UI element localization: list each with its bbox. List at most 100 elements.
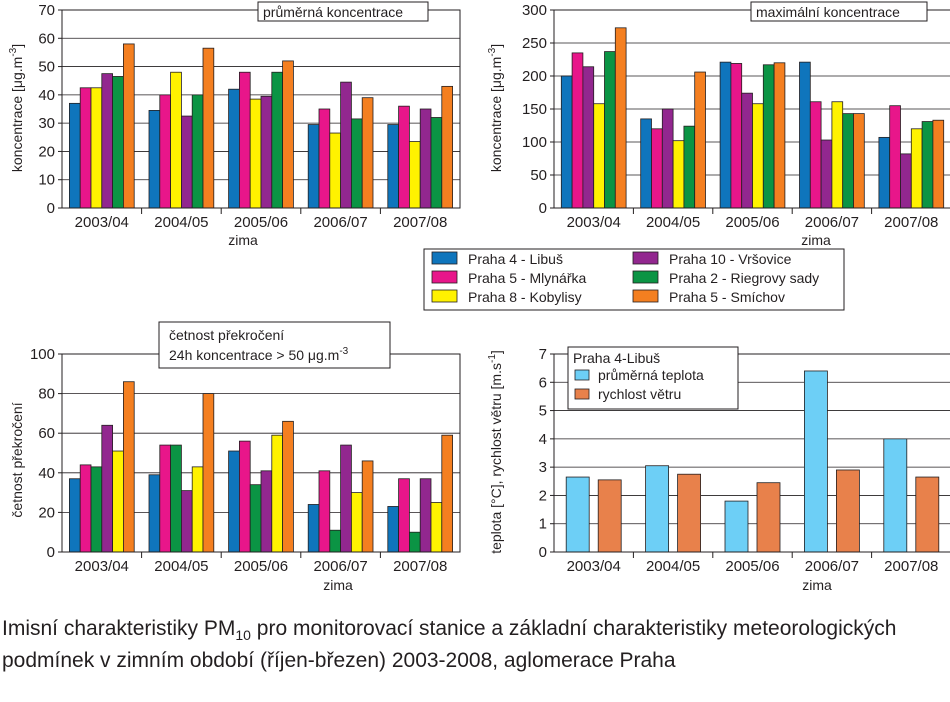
y-tick-label: 0 xyxy=(47,200,55,217)
x-tick-label: 2006/07 xyxy=(805,214,859,231)
bar xyxy=(90,87,103,209)
legend-swatch xyxy=(632,251,659,265)
legend-swatch xyxy=(574,388,590,400)
bar xyxy=(836,469,860,553)
caption-subscript: 10 xyxy=(235,627,251,644)
bar xyxy=(361,97,374,209)
bar xyxy=(900,153,912,209)
bar xyxy=(79,464,92,553)
bar xyxy=(565,476,590,553)
bar xyxy=(756,482,781,553)
chart-title: Praha 4-Libuš xyxy=(573,350,660,366)
y-tick-label: 70 xyxy=(38,2,55,19)
bar xyxy=(387,124,399,209)
x-tick-label: 2007/08 xyxy=(884,214,938,231)
bar xyxy=(597,479,622,553)
y-tick-label: 40 xyxy=(38,465,55,482)
bar xyxy=(842,113,854,209)
bar xyxy=(191,466,204,553)
chart-2: 0 50 100 150 200 250 300 2003/04 2004/05 2005/06 2… xyxy=(487,1,950,248)
legend-swatch xyxy=(431,289,458,303)
y-tick-label: 20 xyxy=(38,504,55,521)
bar xyxy=(170,444,182,553)
bar xyxy=(921,121,934,209)
bar xyxy=(408,531,421,553)
bar xyxy=(307,124,320,209)
x-tick-label: 2004/05 xyxy=(646,558,700,575)
bar xyxy=(694,71,706,209)
bar xyxy=(724,500,749,553)
bar xyxy=(604,51,616,209)
y-tick-label: 60 xyxy=(38,425,55,442)
bar xyxy=(202,47,215,209)
bar xyxy=(762,64,775,209)
bar xyxy=(831,101,844,209)
y-tick-label: 150 xyxy=(522,101,547,118)
bar xyxy=(180,115,193,209)
legend-label: Praha 5 - Mlynářka xyxy=(468,270,586,286)
y-tick-label: 0 xyxy=(539,544,547,561)
x-tick-label: 2004/05 xyxy=(154,558,208,575)
chart-1: 0 10 20 30 40 50 60 70 2003/04 2004/05 2005/06 2006… xyxy=(8,1,461,248)
x-tick-label: 2005/06 xyxy=(234,214,288,231)
legend-swatch xyxy=(574,369,590,381)
legend-label: Praha 2 - Riegrovy sady xyxy=(669,270,819,286)
legend-label: Praha 5 - Smíchov xyxy=(669,289,785,305)
bar xyxy=(853,113,865,209)
bar xyxy=(271,71,283,209)
bar xyxy=(271,434,283,553)
title-box xyxy=(158,321,391,369)
bar xyxy=(123,381,135,553)
y-axis-label: koncentrace [μg.m-3] xyxy=(8,44,25,172)
y-axis-label: teplota [°C], rychlost větru [m.s-1] xyxy=(487,350,504,554)
bar xyxy=(878,136,891,209)
bar xyxy=(752,103,764,209)
x-tick-label: 2005/06 xyxy=(234,558,288,575)
caption-part2: pro monitorovací stanice a základní char… xyxy=(2,617,897,673)
bar xyxy=(571,52,584,209)
legend-label: průměrná teplota xyxy=(598,367,704,383)
bar xyxy=(79,87,92,209)
x-axis-label: zima xyxy=(323,577,353,593)
x-tick-label: 2005/06 xyxy=(725,214,779,231)
bar xyxy=(112,450,124,553)
x-tick-label: 2003/04 xyxy=(567,214,621,231)
bar xyxy=(180,490,193,553)
x-tick-label: 2006/07 xyxy=(805,558,859,575)
bar xyxy=(640,118,652,209)
chart-3: 0 20 40 60 80 100 2003/04 2004/05 2005/06 2006/07… xyxy=(9,321,461,593)
bar xyxy=(408,141,421,209)
y-tick-label: 30 xyxy=(38,115,55,132)
legend-swatch xyxy=(632,270,659,284)
y-tick-label: 3 xyxy=(539,459,547,476)
caption-part1: Imisní charakteristiky PM xyxy=(2,617,236,640)
y-tick-label: 4 xyxy=(539,431,547,448)
title-box xyxy=(750,1,928,22)
legend-swatch xyxy=(632,289,659,303)
chart-4: 0 1 2 3 4 5 6 7 2003/04 2004/05 2005/06 2006/07 2007… xyxy=(487,346,950,593)
legend-swatch xyxy=(431,251,458,265)
bar xyxy=(741,92,753,209)
bar xyxy=(202,393,215,553)
x-tick-label: 2007/08 xyxy=(393,214,447,231)
bar xyxy=(387,506,399,553)
bar xyxy=(915,476,940,553)
y-tick-label: 100 xyxy=(522,134,547,151)
bar xyxy=(683,125,696,209)
x-tick-label: 2007/08 xyxy=(884,558,938,575)
bar xyxy=(101,424,114,553)
bar xyxy=(282,60,294,209)
y-tick-label: 50 xyxy=(530,167,547,184)
y-axis-label: koncentrace [μg.m-3] xyxy=(487,44,504,172)
bar xyxy=(419,478,432,553)
y-tick-label: 100 xyxy=(30,346,55,363)
y-tick-label: 5 xyxy=(539,403,547,420)
bar xyxy=(809,101,822,209)
bar xyxy=(889,105,901,209)
bar xyxy=(170,71,182,209)
legend-label: rychlost větru xyxy=(598,386,681,402)
x-tick-label: 2005/06 xyxy=(725,558,779,575)
bar xyxy=(238,71,251,209)
bar xyxy=(361,460,374,553)
